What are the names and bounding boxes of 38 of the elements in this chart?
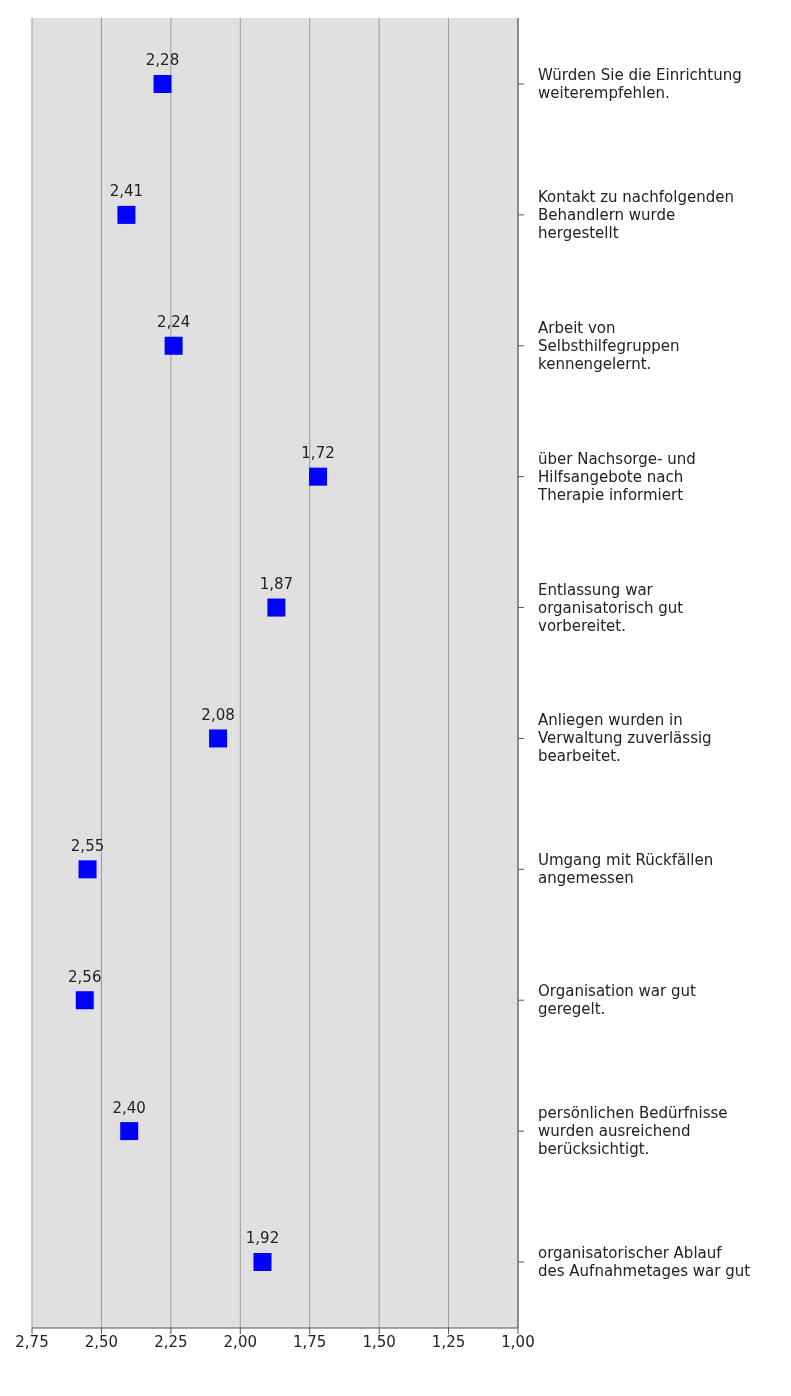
y-tick-label: Organisation war gut geregelt. (538, 981, 697, 1018)
y-tick-label: persönlichen Bedürfnisse wurden ausreichend berücksichtigt. (538, 1103, 728, 1158)
x-tick-label: 1,25 (431, 1332, 466, 1351)
point (117, 205, 136, 224)
data-label: 1,72 (301, 444, 335, 463)
point (164, 336, 183, 355)
y-tick-label: Anliegen wurden in Verwaltung zuverlässig bearbeitet. (538, 710, 712, 765)
x-tick-label: 1,00 (501, 1332, 535, 1351)
point (75, 991, 94, 1010)
data-label: 2,41 (109, 182, 144, 201)
x-tick-label: 2,25 (154, 1332, 188, 1351)
y-tick-label: über Nachsorge- und Hilfsangebote nach Therapie informiert (537, 449, 696, 504)
data-label: 2,08 (201, 705, 235, 724)
data-label: 2,56 (68, 967, 102, 986)
data-label: 2,28 (145, 51, 180, 70)
y-tick-label: organisatorischer Ablauf des Aufnahmetages war gut (538, 1243, 751, 1280)
x-tick-label: 2,50 (84, 1332, 119, 1351)
data-label: 1,87 (259, 575, 294, 594)
point (253, 1253, 272, 1271)
y-tick-label: Entlassung war organisatorisch gut vorbereitet. (538, 580, 684, 635)
x-tick-label: 1,75 (293, 1332, 327, 1351)
data-label: 2,40 (112, 1098, 146, 1117)
point (209, 729, 228, 748)
data-label: 2,24 (156, 313, 191, 332)
data-label: 1,92 (245, 1229, 280, 1248)
point (309, 467, 328, 486)
point (120, 1122, 139, 1141)
x-tick-label: 2,75 (15, 1332, 49, 1351)
point (267, 598, 286, 617)
x-tick-label: 2,00 (223, 1332, 257, 1351)
x-tick-label: 1,50 (362, 1332, 396, 1351)
y-tick-label: Würden Sie die Einrichtung weiterempfehlen. (538, 65, 742, 102)
point (78, 860, 97, 879)
y-tick-label: Kontakt zu nachfolgenden Behandlern wurde hergestellt (538, 187, 734, 242)
y-tick-label: Umgang mit Rückfällen angemessen (538, 850, 714, 887)
y-tick-label: Arbeit von Selbsthilfegruppen kennengelernt. (538, 318, 680, 373)
point (153, 75, 172, 93)
data-label: 2,55 (70, 836, 105, 855)
